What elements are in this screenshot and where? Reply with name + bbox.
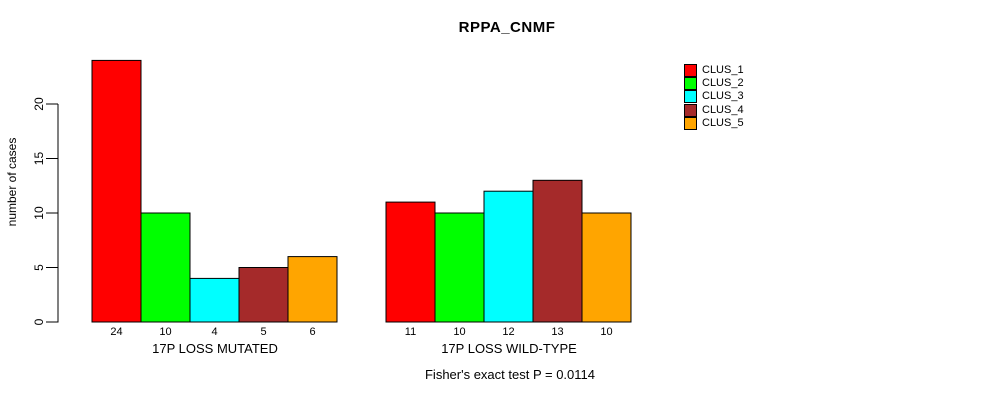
x-group-label-wildtype: 17P LOSS WILD-TYPE — [441, 341, 577, 356]
bar-value-label: 10 — [600, 326, 612, 338]
legend-swatch-clus3-icon — [684, 90, 697, 104]
legend-item-clus1: CLUS_1 — [684, 64, 744, 78]
y-tick-label: 20 — [32, 97, 46, 111]
bar-wildtype-clus_1 — [385, 201, 436, 323]
y-tick-label: 0 — [32, 318, 46, 325]
bar-value-label: 24 — [110, 326, 122, 338]
bar-wildtype-clus_3 — [483, 190, 534, 323]
legend-label-clus3: CLUS_3 — [702, 90, 744, 103]
legend-label-clus4: CLUS_4 — [702, 103, 744, 116]
legend-label-clus1: CLUS_1 — [702, 64, 744, 77]
legend-item-clus4: CLUS_4 — [684, 103, 744, 117]
bar-mutated-clus_1 — [91, 59, 142, 323]
y-tick-label: 10 — [32, 206, 46, 220]
legend-item-clus3: CLUS_3 — [684, 90, 744, 104]
bar-mutated-clus_3 — [189, 277, 240, 323]
bar-value-label: 6 — [309, 326, 315, 338]
y-tick-label: 15 — [32, 152, 46, 166]
bar-wildtype-clus_5 — [581, 212, 632, 323]
bar-value-label: 13 — [551, 326, 563, 338]
bar-mutated-clus_5 — [287, 256, 338, 323]
legend-swatch-clus5-icon — [684, 116, 697, 130]
bar-mutated-clus_2 — [140, 212, 191, 323]
legend-label-clus2: CLUS_2 — [702, 77, 744, 90]
bar-value-label: 4 — [211, 326, 217, 338]
y-tick-label: 5 — [32, 264, 46, 271]
bar-mutated-clus_4 — [238, 267, 289, 323]
legend-label-clus5: CLUS_5 — [702, 116, 744, 129]
bar-wildtype-clus_2 — [434, 212, 485, 323]
legend-item-clus5: CLUS_5 — [684, 116, 744, 130]
fisher-test-annotation: Fisher's exact test P = 0.0114 — [424, 367, 596, 382]
bar-value-label: 11 — [405, 326, 416, 338]
bar-value-label: 5 — [260, 326, 266, 338]
chart-title: RPPA_CNMF — [458, 19, 556, 36]
legend-item-clus2: CLUS_2 — [684, 77, 744, 91]
legend-swatch-clus4-icon — [684, 103, 697, 117]
x-group-label-mutated: 17P LOSS MUTATED — [152, 341, 278, 356]
bar-value-label: 10 — [159, 326, 171, 338]
bar-wildtype-clus_4 — [532, 179, 583, 323]
legend-swatch-clus1-icon — [684, 64, 697, 78]
bar-value-label: 10 — [453, 326, 465, 338]
bar-value-label: 12 — [502, 326, 514, 338]
chart-legend: CLUS_1 CLUS_2 CLUS_3 CLUS_4 CLUS_5 — [684, 64, 744, 130]
legend-swatch-clus2-icon — [684, 77, 697, 91]
